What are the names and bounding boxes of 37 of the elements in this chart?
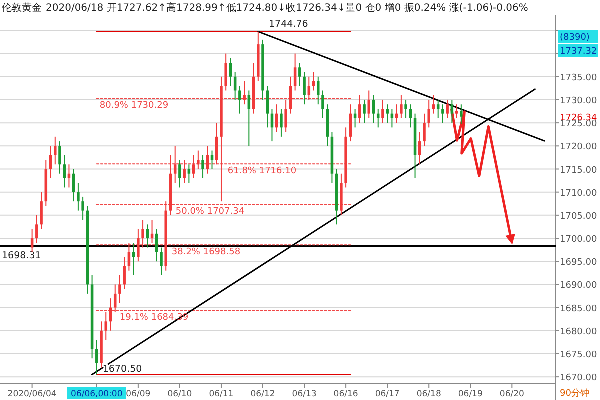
series-label: 38.2% 1698.58 xyxy=(172,248,241,258)
text: (8390) xyxy=(560,33,590,43)
x-tick-label: 06/20 xyxy=(500,390,524,400)
series-label: 61.8% 1716.10 xyxy=(228,166,297,177)
y-tick-label: 1685.00 xyxy=(560,304,598,314)
x-tick-label: 06/11 xyxy=(209,390,234,400)
text: 90分钟 xyxy=(560,388,590,399)
x-tick-label: 06/10 xyxy=(168,390,192,400)
y-tick-label: 1690.00 xyxy=(560,281,598,292)
chart-title: 伦敦黄金 xyxy=(2,2,42,14)
ref-line-label: 1698.31 xyxy=(2,250,42,262)
y-tick-label: 1680.00 xyxy=(560,327,598,338)
y-tick-label: 1695.00 xyxy=(560,258,598,268)
y-tick-label: 1730.00 xyxy=(560,96,598,106)
x-tick-label: 06/17 xyxy=(375,390,400,400)
annotation: 1670.50 xyxy=(102,364,142,375)
x-tick-label: 06/18 xyxy=(416,390,442,400)
x-tick-label: 06/12 xyxy=(250,390,276,400)
series-label: 80.9% 1730.29 xyxy=(100,101,169,112)
x-tick-label: 06/19 xyxy=(458,390,483,400)
text: 1737.32 xyxy=(560,47,598,57)
y-tick-label: 1700.00 xyxy=(560,235,598,246)
y-tick-label: 1705.00 xyxy=(560,212,598,222)
y-tick-label: 1720.00 xyxy=(560,142,598,153)
series-label: 50.0% 1707.34 xyxy=(176,207,245,218)
y-tick-label: 1715.00 xyxy=(560,166,598,176)
x-tick-label: 06/16 xyxy=(334,390,358,400)
x-tick-label: 06/13 xyxy=(292,390,317,400)
x-tick-label: 2020/06/04 xyxy=(8,390,57,400)
y-tick-label: 1675.00 xyxy=(560,350,598,360)
y-tick-label: 1735.00 xyxy=(560,73,598,84)
annotation: 1744.76 xyxy=(269,18,308,30)
x-tick-label: 06/06,00:00 xyxy=(71,390,123,400)
x-tick-label: 06/09 xyxy=(126,390,151,400)
y-tick-label: 1710.00 xyxy=(560,188,598,199)
y-tick-label: 1670.00 xyxy=(560,374,598,384)
chart-subtitle: 2020/06/18 开1727.62↑高1728.99↑低1724.80↓收1726.34↓量0 仓0 增0 振0.24% 涨(-1.06)-0.06% xyxy=(46,2,528,14)
